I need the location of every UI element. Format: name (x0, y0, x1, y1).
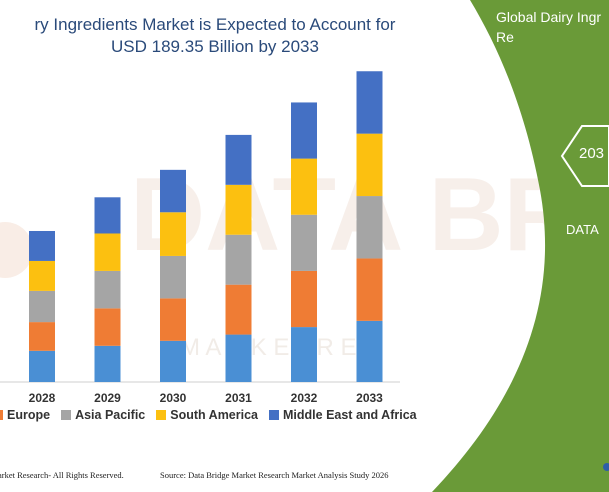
side-panel-caption: DATA (566, 222, 599, 237)
legend-item-europe: Europe (0, 408, 50, 422)
bars-layer (29, 71, 383, 382)
bar-segment-2032-s0 (291, 327, 317, 382)
x-tick-label-2033: 2033 (356, 391, 383, 405)
bar-segment-2029-s2 (94, 270, 121, 309)
bar-segment-2030-s3 (160, 212, 186, 256)
bar-segment-2028-s1 (29, 322, 55, 351)
bar-segment-2029-s1 (94, 308, 121, 346)
bar-segment-2029-s4 (94, 197, 121, 234)
bar-segment-2028-s4 (29, 230, 55, 261)
bar-segment-2029-s0 (94, 345, 121, 382)
legend-label-europe: Europe (7, 408, 51, 422)
x-tick-labels: 2028 2029 2030 2031 2032 2033 (29, 391, 384, 405)
footer-copyright: arket Research- All Rights Reserved. (0, 470, 124, 480)
legend-label-asia-pacific: Asia Pacific (75, 408, 146, 422)
bar-segment-2031-s0 (225, 334, 252, 382)
side-panel-badge-text: 203 (579, 145, 605, 162)
bar-segment-2030-s2 (160, 255, 186, 299)
bar-segment-2028-s0 (29, 350, 55, 382)
bar-segment-2032-s1 (291, 270, 317, 328)
bar-segment-2028-s2 (29, 290, 55, 323)
bar-segment-2033-s2 (356, 196, 383, 259)
bar-segment-2030-s0 (160, 340, 186, 382)
bar-segment-2032-s4 (291, 102, 317, 159)
legend-swatch-south-america (156, 410, 167, 420)
bar-segment-2031-s4 (225, 134, 252, 185)
bar-segment-2033-s0 (356, 320, 383, 382)
legend-label-middle-east-africa: Middle East and Africa (283, 408, 417, 422)
bar-segment-2030-s4 (160, 169, 186, 213)
footer-source: Source: Data Bridge Market Research Mark… (160, 470, 389, 480)
bar-segment-2030-s1 (160, 298, 186, 341)
legend: Europe Asia Pacific South America Middle… (0, 405, 428, 425)
watermark-logo-circle (0, 222, 33, 278)
side-panel-badge (560, 125, 609, 187)
side-panel-dot (603, 463, 609, 471)
chart-title: ry Ingredients Market is Expected to Acc… (34, 15, 396, 56)
x-tick-label-2031: 2031 (225, 391, 252, 405)
bar-segment-2028-s3 (29, 260, 55, 291)
bar-segment-2031-s2 (225, 234, 252, 285)
bar-segment-2033-s4 (356, 71, 383, 134)
watermark-sub-text: M A R K E T R E S (180, 334, 379, 361)
legend-item-asia-pacific: Asia Pacific (61, 408, 145, 422)
bar-segment-2032-s3 (291, 158, 317, 215)
side-panel-title: Global Dairy Ingr Re (496, 9, 602, 45)
bar-segment-2033-s3 (356, 133, 383, 197)
legend-swatch-middle-east-africa (269, 410, 280, 420)
bar-segment-2029-s3 (94, 233, 121, 271)
x-tick-label-2029: 2029 (94, 391, 121, 405)
bar-segment-2031-s1 (225, 284, 252, 335)
legend-swatch-europe (0, 410, 3, 420)
legend-item-south-america: South America (156, 408, 258, 422)
bar-segment-2031-s3 (225, 184, 252, 235)
x-tick-label-2030: 2030 (160, 391, 187, 405)
bar-segment-2033-s1 (356, 258, 383, 321)
legend-item-middle-east-africa: Middle East and Africa (269, 408, 417, 422)
legend-label-south-america: South America (170, 408, 259, 422)
legend-swatch-asia-pacific (61, 410, 72, 420)
side-panel-background (432, 0, 609, 492)
x-tick-label-2028: 2028 (29, 391, 56, 405)
bar-segment-2032-s2 (291, 214, 317, 271)
x-tick-label-2032: 2032 (291, 391, 318, 405)
